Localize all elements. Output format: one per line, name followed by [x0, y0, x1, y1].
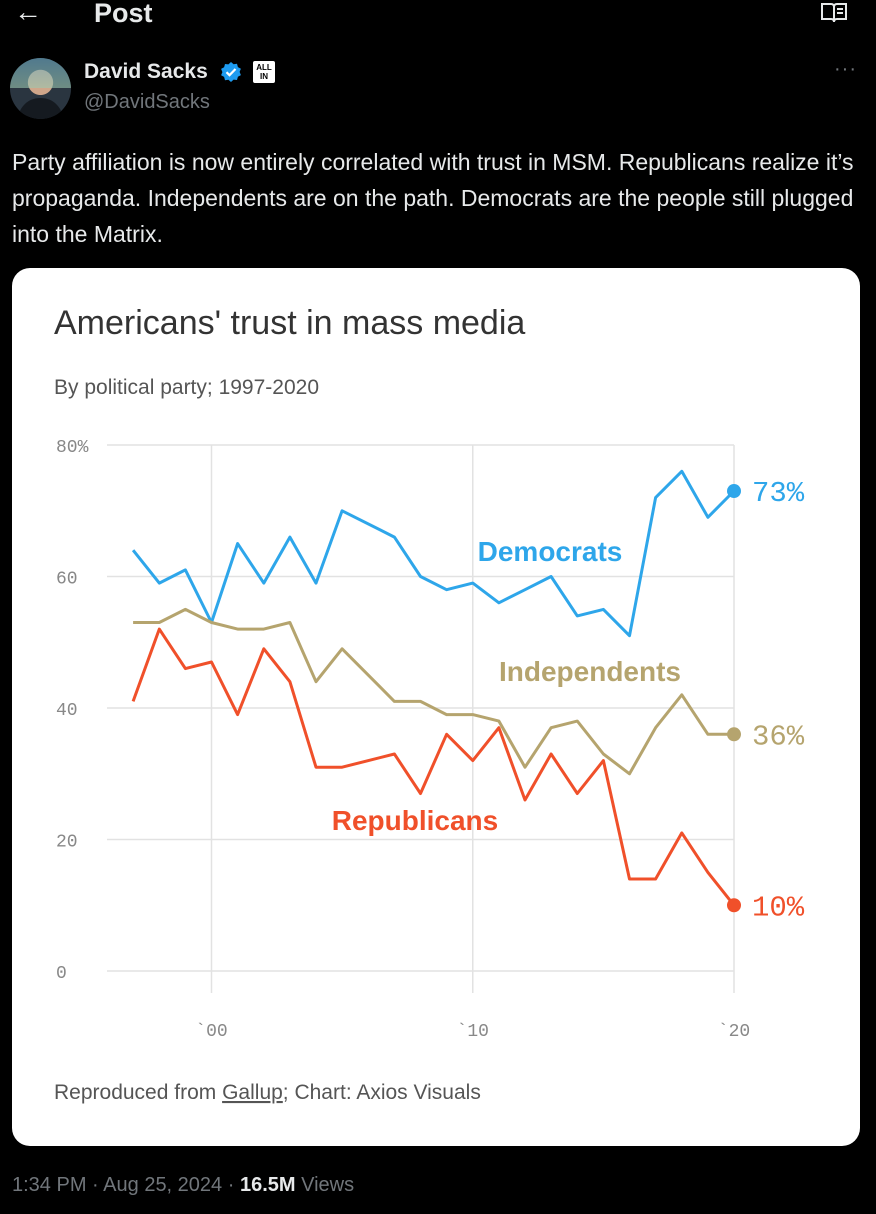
chart-source: Reproduced from Gallup; Chart: Axios Vis… — [54, 1081, 481, 1104]
series-end-label: 10% — [752, 891, 805, 924]
avatar-shirt — [18, 98, 63, 119]
y-tick-label: 40 — [56, 701, 78, 721]
views-label: Views — [301, 1174, 355, 1196]
meta-separator: · — [227, 1174, 235, 1196]
x-tick-label: `00 — [195, 1022, 227, 1042]
y-tick-label: 20 — [56, 833, 78, 853]
chart: Americans' trust in mass media By politi… — [54, 304, 805, 1104]
series-end-label: 73% — [752, 477, 805, 510]
verified-badge-icon[interactable] — [220, 61, 242, 83]
arrow-left-icon[interactable]: ← — [14, 0, 42, 27]
chart-subtitle: By political party; 1997-2020 — [54, 376, 319, 399]
source-suffix: ; Chart: Axios Visuals — [283, 1081, 481, 1104]
post-text: Party affiliation is now entirely correl… — [12, 149, 854, 247]
y-tick-label: 80% — [56, 438, 89, 458]
series-line-independents — [133, 607, 734, 776]
more-options-icon[interactable]: ··· — [834, 58, 857, 80]
x-tick-label: `20 — [718, 1022, 750, 1042]
chart-title: Americans' trust in mass media — [54, 304, 525, 342]
avatar-background — [10, 58, 71, 88]
post-meta: 1:34 PM · Aug 25, 2024 · 16.5M Views — [12, 1174, 354, 1197]
series-line-democrats — [131, 469, 736, 638]
page-title: Post — [94, 0, 153, 28]
series-end-point — [727, 898, 741, 913]
y-tick-label: 60 — [56, 570, 78, 590]
series-name-label: Independents — [499, 656, 681, 687]
series-end-point — [727, 727, 741, 742]
post-date[interactable]: Aug 25, 2024 — [103, 1174, 223, 1196]
x-tick-label: `10 — [457, 1022, 489, 1042]
avatar[interactable] — [10, 58, 71, 119]
series-line-republicans — [131, 627, 736, 907]
open-book-icon[interactable] — [820, 2, 848, 24]
post-image[interactable]: Americans' trust in mass media By politi… — [12, 268, 860, 1146]
series-end-point — [727, 484, 741, 499]
author-handle[interactable]: @DavidSacks — [84, 91, 210, 113]
author-name[interactable]: David Sacks — [84, 60, 208, 83]
y-tick-label: 0 — [56, 964, 67, 984]
series-name-label: Republicans — [332, 805, 498, 836]
top-bar: ← Post — [0, 0, 876, 34]
affiliation-badge[interactable]: ALL IN — [253, 61, 275, 83]
meta-separator: · — [92, 1174, 99, 1196]
source-prefix: Reproduced from — [54, 1081, 222, 1104]
series-name-label: Democrats — [478, 536, 623, 567]
views-count: 16.5M — [239, 1174, 296, 1196]
post-time[interactable]: 1:34 PM — [12, 1174, 87, 1196]
series-end-label: 36% — [752, 720, 805, 753]
source-link[interactable]: Gallup — [222, 1081, 283, 1104]
